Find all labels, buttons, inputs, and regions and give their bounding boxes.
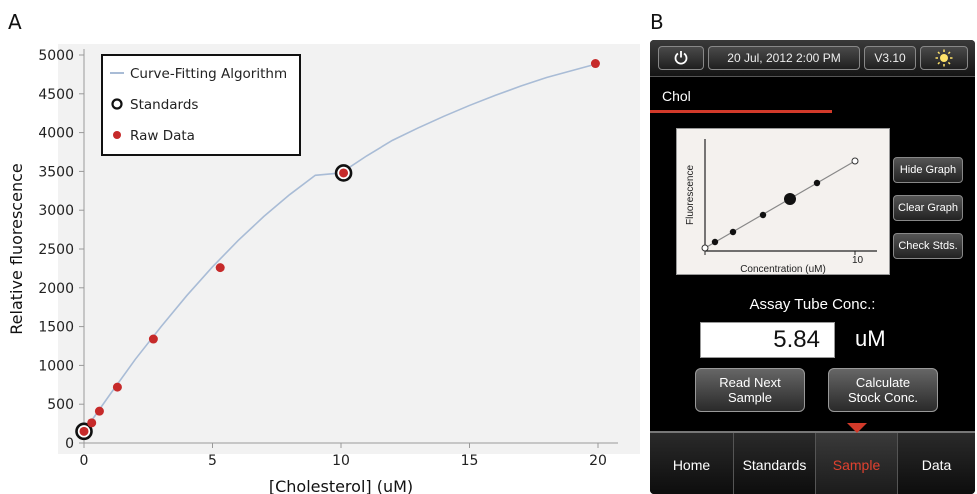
x-tick-label: 10 <box>332 453 350 469</box>
y-tick-label: 1500 <box>38 320 74 336</box>
y-tick-label: 2000 <box>38 281 74 297</box>
legend-curve-label: Curve-Fitting Algorithm <box>130 66 287 82</box>
y-tick-label: 5000 <box>38 48 74 64</box>
mini-tick-10: 10 <box>852 255 864 266</box>
mini-point <box>759 211 767 219</box>
hide-graph-button[interactable]: Hide Graph <box>893 157 963 183</box>
y-tick-label: 3500 <box>38 164 74 180</box>
device-screen: 20 Jul, 2012 2:00 PM V3.10 Chol <box>650 40 975 494</box>
power-icon <box>674 51 688 65</box>
calculate-line1: Calculate <box>855 375 911 390</box>
mini-current-sample <box>784 193 796 205</box>
mini-ylabel: Fluorescence <box>685 165 696 225</box>
check-stds-button[interactable]: Check Stds. <box>893 233 963 259</box>
nav-home[interactable]: Home <box>650 433 734 494</box>
bottom-nav: Home Standards Sample Data <box>650 423 975 494</box>
raw-data-point <box>79 426 89 436</box>
nav-sample[interactable]: Sample <box>816 433 898 494</box>
legend-raw-swatch <box>113 131 121 139</box>
raw-data-point <box>590 59 600 69</box>
x-tick-label: 20 <box>589 453 607 469</box>
brightness-icon <box>935 49 953 67</box>
concentration-field[interactable]: 5.84 <box>700 322 835 358</box>
mini-point <box>711 238 719 246</box>
x-tick-label: 0 <box>80 453 89 469</box>
cholesterol-chart: 0 500 1000 1500 2000 2500 3000 3500 4000 4500 5000… <box>7 44 640 494</box>
calculate-line2: Stock Conc. <box>847 390 919 405</box>
y-tick-label: 2500 <box>38 242 74 258</box>
raw-data-point <box>148 334 158 344</box>
read-next-line1: Read Next <box>719 375 781 390</box>
raw-data-point <box>87 418 97 428</box>
version-display[interactable]: V3.10 <box>864 46 916 70</box>
mini-xlabel: Concentration (uM) <box>740 264 826 274</box>
tab-underline <box>650 110 832 113</box>
y-tick-label: 0 <box>65 436 74 452</box>
mini-point <box>813 179 821 187</box>
raw-data-point <box>339 168 349 178</box>
assay-tube-label: Assay Tube Conc.: <box>749 296 876 313</box>
raw-data-point <box>112 382 122 392</box>
mini-standard-low <box>701 244 709 252</box>
nav-standards[interactable]: Standards <box>734 433 816 494</box>
legend-standards-swatch <box>111 98 123 110</box>
x-tick-label: 15 <box>461 453 479 469</box>
read-next-sample-button[interactable]: Read Next Sample <box>695 368 805 412</box>
y-tick-label: 4000 <box>38 126 74 142</box>
y-tick-label: 500 <box>47 397 74 413</box>
legend-raw-label: Raw Data <box>130 128 195 144</box>
mini-point <box>729 228 737 236</box>
legend-box <box>101 54 301 156</box>
clear-graph-button[interactable]: Clear Graph <box>893 195 963 221</box>
concentration-unit: uM <box>855 326 886 351</box>
calculate-stock-button[interactable]: Calculate Stock Conc. <box>828 368 938 412</box>
mini-graph: 10 Concentration (uM) Fluorescence <box>676 128 890 275</box>
panel-label-b: B <box>650 10 664 34</box>
read-next-line2: Sample <box>727 390 773 405</box>
y-tick-label: 1000 <box>38 358 74 374</box>
tab-chol[interactable]: Chol <box>662 88 691 104</box>
datetime-display[interactable]: 20 Jul, 2012 2:00 PM <box>708 46 860 70</box>
power-button[interactable] <box>658 46 704 70</box>
raw-data-point <box>215 263 225 273</box>
x-tick-label: 5 <box>208 453 217 469</box>
y-tick-label: 3000 <box>38 203 74 219</box>
legend-standards-label: Standards <box>130 97 198 113</box>
active-tab-notch <box>847 423 867 433</box>
nav-data[interactable]: Data <box>921 456 952 473</box>
raw-data-point <box>94 406 104 416</box>
panel-label-a: A <box>8 10 22 34</box>
y-axis-label: Relative fluorescence <box>7 163 26 334</box>
x-axis-label: [Cholesterol] (uM) <box>269 477 413 494</box>
y-tick-label: 4500 <box>38 87 74 103</box>
device-topbar: 20 Jul, 2012 2:00 PM V3.10 <box>650 40 975 77</box>
mini-fit-line <box>704 160 856 249</box>
mini-standard-high <box>851 157 859 165</box>
brightness-button[interactable] <box>920 46 968 70</box>
